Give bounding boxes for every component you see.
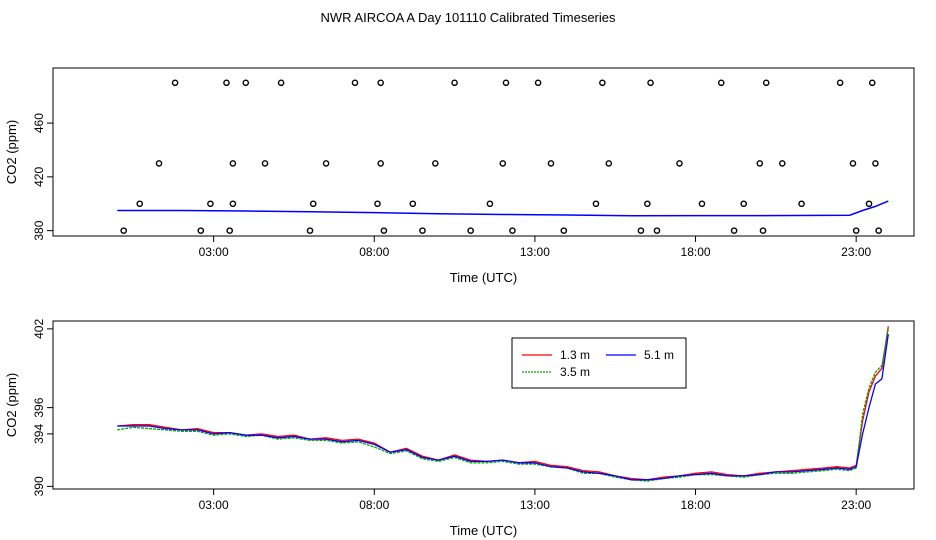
calibration-point xyxy=(730,227,738,234)
calibration-point xyxy=(171,79,179,87)
bottom-x-tick-label: 08:00 xyxy=(359,498,389,512)
calibration-point xyxy=(509,227,516,234)
legend-label-5-1m: 5.1 m xyxy=(644,348,674,362)
calibration-point xyxy=(306,227,314,234)
top-y-tick-label: 420 xyxy=(32,167,46,187)
legend: 1.3 m 5.1 m 3.5 m xyxy=(511,337,687,389)
calibration-point xyxy=(698,200,706,208)
calibration-point xyxy=(419,227,426,234)
calibration-point xyxy=(207,200,214,208)
calibration-point xyxy=(762,79,770,87)
calibration-point xyxy=(229,200,237,208)
calibration-point xyxy=(136,200,144,208)
calibration-point xyxy=(676,160,683,167)
calibration-point xyxy=(451,79,458,87)
top-co2-line xyxy=(117,200,889,217)
chart-title: NWR AIRCOA A Day 101110 Calibrated Times… xyxy=(320,10,616,25)
legend-label-3-5m: 3.5 m xyxy=(560,365,590,379)
bottom-x-axis-label: Time (UTC) xyxy=(450,523,517,538)
calibration-point xyxy=(467,227,474,234)
calibration-point xyxy=(309,200,317,208)
top-y-axis-label: CO2 (ppm) xyxy=(4,120,19,184)
bottom-y-tick-label: 394 xyxy=(32,424,46,444)
top-x-tick-label: 23:00 xyxy=(841,245,871,259)
calibration-point xyxy=(242,79,250,87)
calibration-point xyxy=(647,79,654,87)
series-line-1-3-m xyxy=(117,326,889,481)
calibration-point xyxy=(778,160,786,167)
top-plot-frame xyxy=(52,67,915,237)
calibration-point xyxy=(377,160,384,167)
calibration-point xyxy=(756,160,764,167)
calibration-point xyxy=(432,160,439,167)
series-line-3-5-m xyxy=(117,328,889,482)
bottom-y-tick-label: 402 xyxy=(32,319,46,339)
bottom-x-tick-label: 13:00 xyxy=(520,498,550,512)
legend-box xyxy=(511,337,687,389)
bottom-y-axis-label: CO2 (ppm) xyxy=(4,373,19,437)
top-x-axis-label: Time (UTC) xyxy=(450,270,517,285)
calibration-point xyxy=(798,200,805,208)
calibration-point xyxy=(486,200,494,208)
calibration-point xyxy=(852,227,860,234)
top-panel: Time (UTC) CO2 (ppm) 03:00 08:00 13:00 18:0… xyxy=(4,67,915,285)
calibration-point xyxy=(849,160,857,167)
calibration-point xyxy=(875,227,882,234)
calibration-point xyxy=(322,160,330,167)
calibration-point xyxy=(836,79,844,87)
calibration-point xyxy=(374,200,381,208)
calibration-point xyxy=(717,79,725,87)
calibration-point xyxy=(865,200,873,208)
calibration-point xyxy=(759,227,767,234)
calibration-point xyxy=(499,160,507,167)
calibration-point xyxy=(155,160,163,167)
calibration-point xyxy=(409,200,417,208)
calibration-point xyxy=(872,160,879,167)
calibration-point xyxy=(261,160,269,167)
calibration-point xyxy=(277,79,285,87)
calibration-point xyxy=(377,79,384,87)
calibration-point xyxy=(637,227,645,234)
top-y-tick-label: 460 xyxy=(32,113,46,133)
calibration-point xyxy=(547,160,555,167)
bottom-y-tick-label: 396 xyxy=(32,397,46,417)
calibration-point xyxy=(223,79,230,87)
top-y-tick-label: 380 xyxy=(32,220,46,240)
bottom-panel: Time (UTC) CO2 (ppm) 1.3 m 5.1 m 3.5 m 0… xyxy=(4,319,915,538)
calibration-point xyxy=(351,79,359,87)
calibration-point xyxy=(534,79,542,87)
calibration-point xyxy=(120,227,127,234)
calibration-point xyxy=(868,79,876,87)
bottom-x-tick-label: 03:00 xyxy=(199,498,229,512)
calibration-point xyxy=(502,79,510,87)
bottom-x-tick-label: 23:00 xyxy=(841,498,871,512)
legend-label-1-3m: 1.3 m xyxy=(560,348,590,362)
top-x-tick-label: 13:00 xyxy=(520,245,550,259)
top-x-tick-label: 03:00 xyxy=(199,245,229,259)
calibration-point xyxy=(226,227,233,234)
calibration-point xyxy=(605,160,613,167)
bottom-plot-frame xyxy=(52,320,915,490)
series-line-5-1-m xyxy=(117,334,889,481)
calibration-point xyxy=(644,200,651,208)
calibration-point xyxy=(740,200,748,208)
bottom-y-tick-label: 390 xyxy=(32,476,46,496)
calibration-point xyxy=(653,227,661,234)
calibration-point xyxy=(197,227,205,234)
top-x-tick-label: 18:00 xyxy=(681,245,711,259)
calibration-point xyxy=(380,227,388,234)
calibration-point xyxy=(592,200,600,208)
calibration-point xyxy=(229,160,237,167)
top-x-tick-label: 08:00 xyxy=(359,245,389,259)
bottom-x-tick-label: 18:00 xyxy=(681,498,711,512)
calibration-point xyxy=(560,227,568,234)
calibration-point xyxy=(599,79,606,87)
